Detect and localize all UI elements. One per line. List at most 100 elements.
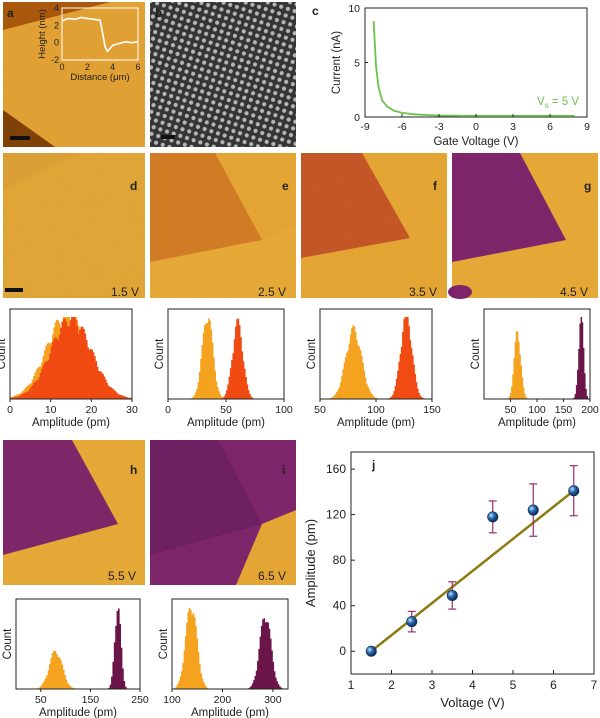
hist-d-bar: [66, 326, 69, 399]
hist-e-bar: [236, 319, 238, 399]
hist-h-bar: [113, 642, 116, 689]
hist-e-bar: [205, 323, 207, 399]
hist-e-bar: [213, 357, 215, 399]
hist-f-bar: [390, 396, 393, 399]
hist-f-bar: [409, 340, 412, 399]
hist-g-bar: [574, 393, 577, 399]
inset-frame: [61, 7, 139, 61]
hist-e-bar: [223, 396, 226, 399]
hist-d-bar: [111, 388, 114, 399]
hist-d-bar: [35, 380, 38, 399]
c-xtick-label: 3: [510, 121, 516, 133]
hist-e-tick-label: 0: [165, 404, 171, 416]
hist-f-bar: [414, 373, 417, 399]
hist-i-bar: [277, 684, 280, 689]
hist-f-bar: [393, 391, 395, 399]
hist-d-bar: [83, 328, 85, 399]
hist-f-bar: [367, 386, 369, 399]
hist-e-bar: [210, 329, 213, 399]
hist-d-bar: [68, 326, 70, 399]
hist-h-bar: [122, 668, 124, 689]
panel-label-c: c: [312, 4, 319, 18]
hist-i-bar: [188, 607, 191, 689]
hist-e-bar: [191, 397, 193, 399]
hist-g-frame: [483, 308, 591, 400]
hist-f-bar: [354, 331, 357, 399]
hist-e-tick-label: 50: [220, 404, 232, 416]
j-data-point: [406, 616, 418, 628]
hist-f-bar: [336, 391, 338, 399]
hist-g-tick-label: 50: [505, 404, 517, 416]
hist-d-bar: [104, 379, 107, 399]
hist-h-tick-label: 50: [35, 694, 47, 706]
hist-d-bar: [61, 321, 64, 399]
hist-g-bar: [515, 331, 518, 399]
hist-d-bar: [102, 374, 104, 399]
hist-f-xlabel: Amplitude (pm): [337, 417, 415, 429]
hist-e-bar: [202, 332, 205, 399]
hist-g-bar: [524, 393, 526, 399]
hist-h-bar: [123, 681, 126, 689]
hist-h-bar: [54, 651, 57, 689]
hist-h-ylabel: Count: [2, 628, 14, 659]
hist-i-tick-label: 200: [214, 694, 232, 706]
hist-f-bar: [413, 364, 415, 399]
hist-e-frame: [167, 308, 285, 400]
hist-d-bar: [30, 387, 32, 399]
hist-d-bar: [27, 391, 30, 399]
hist-i-frame: [171, 598, 289, 690]
panel-label-b: b: [155, 6, 162, 20]
hist-f-bar: [374, 397, 377, 399]
hist-f-bar: [338, 387, 341, 399]
hist-d-bar: [15, 396, 18, 399]
panel-label-i: i: [282, 463, 285, 477]
voltage-label-e: 2.5 V: [258, 285, 286, 299]
hist-e-bar: [240, 337, 242, 399]
j-xtick-label: 2: [388, 678, 395, 692]
hist-h-bar: [57, 656, 60, 689]
j-xtick-label: 1: [348, 678, 355, 692]
voltage-label-f: 3.5 V: [409, 285, 437, 299]
hist-g-bar: [509, 393, 512, 399]
hist-d-bar: [92, 352, 95, 399]
hist-d-bar: [34, 381, 37, 399]
hist-g-bar: [513, 358, 515, 399]
hist-h-bar: [38, 687, 40, 689]
hist-f-bar: [402, 331, 404, 399]
panel-label-h: h: [130, 463, 137, 477]
hist-d-bar: [108, 386, 111, 399]
hist-g-bar: [580, 317, 583, 399]
scale-bar-b: [161, 135, 175, 139]
panel-g: g 4.5 V: [448, 153, 598, 299]
hist-i-bar: [250, 685, 253, 689]
hist-h-bar: [62, 669, 65, 689]
hist-h-bar: [108, 687, 110, 689]
hist-f-bar: [371, 393, 373, 399]
hist-d-bar: [129, 397, 131, 399]
hist-d-bar: [127, 397, 130, 399]
hist-d-bar: [72, 317, 75, 399]
hist-i-bar: [206, 687, 209, 689]
hist-g-bar: [575, 385, 578, 399]
hist-d-bar: [76, 325, 79, 399]
hist-d-bar: [110, 387, 112, 399]
lattice-image-b: [150, 2, 296, 147]
hist-f-bar: [403, 318, 405, 399]
hist-d-bar: [11, 397, 14, 399]
panel-h: h 5.5 V: [3, 440, 145, 585]
panel-label-d: d: [130, 179, 137, 193]
hist-i-ylabel: Count: [158, 628, 170, 659]
hist-d-bar: [113, 389, 115, 399]
hist-e-bar: [206, 322, 209, 399]
hist-f-bar: [412, 355, 414, 399]
hist-i-bar: [276, 681, 278, 689]
hist-e-bar: [196, 388, 198, 399]
hist-d-bar: [125, 396, 127, 399]
hist-h-bar: [64, 675, 66, 689]
hist-f-bar: [337, 389, 339, 399]
hist-f-bar: [368, 389, 371, 399]
hist-h-bar: [53, 650, 55, 689]
hist-e-bar: [241, 351, 244, 399]
hist-d-bar: [52, 342, 54, 399]
histogram-g: 50 100 150 200 Amplitude (pm) Count: [470, 308, 599, 429]
